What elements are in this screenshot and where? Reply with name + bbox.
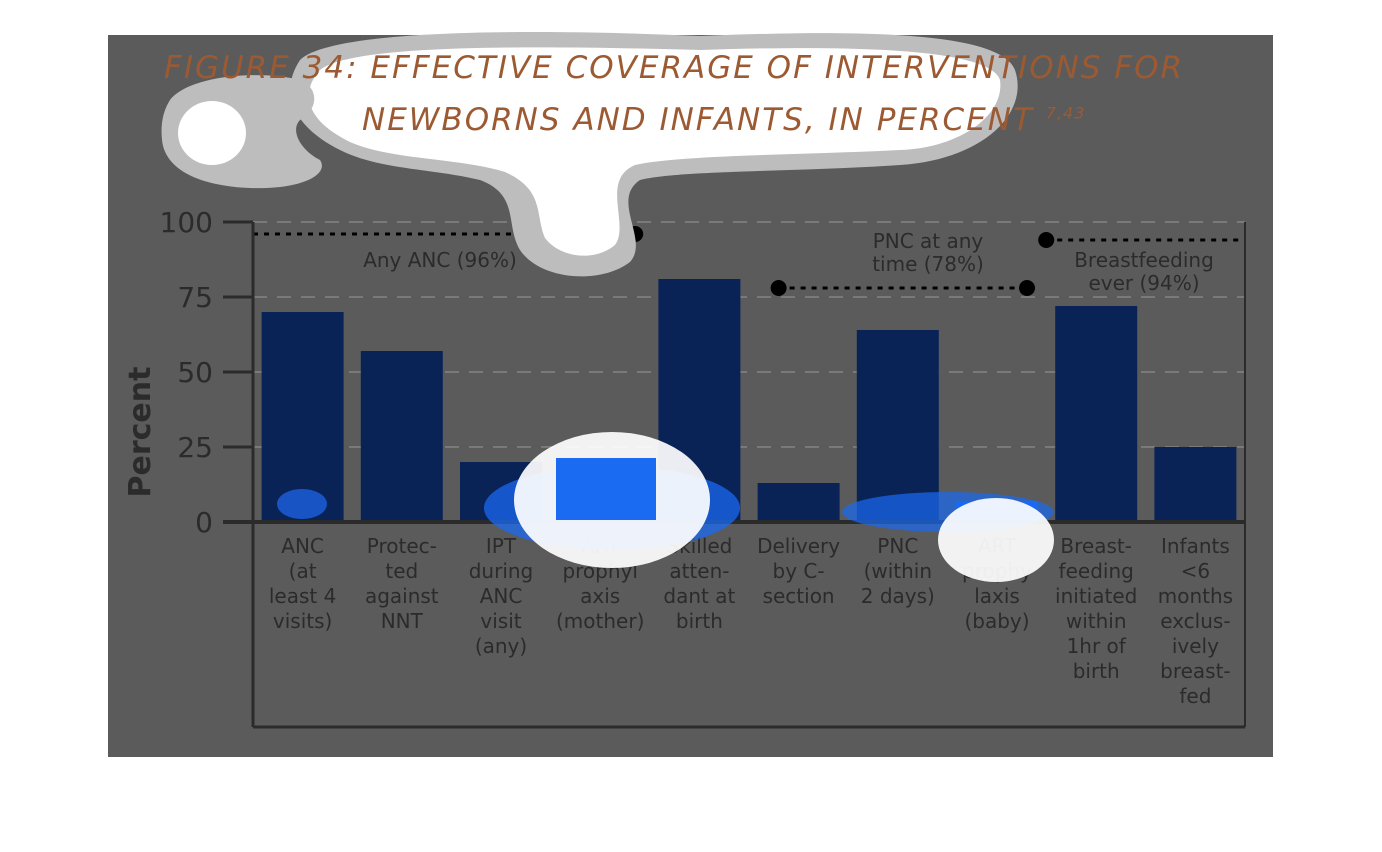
bars <box>261 279 1237 522</box>
white-blob-baby <box>938 498 1054 582</box>
x-tick-label: IPT <box>486 534 517 558</box>
y-axis-title: Percent <box>123 367 158 498</box>
left-cloud-white <box>178 101 246 165</box>
reference-label: time (78%) <box>872 252 984 276</box>
x-tick-label: (within <box>864 559 932 583</box>
reference-dot <box>1038 232 1055 248</box>
reference-label: ever (94%) <box>1088 271 1199 295</box>
bar <box>261 312 344 522</box>
chart-title-line-2: NEWBORNS AND INFANTS, IN PERCENT 7,43 <box>362 102 1085 138</box>
reference-label: PNC at any <box>873 229 984 253</box>
x-tick-label: ANC <box>480 584 523 608</box>
x-tick-label: Delivery <box>757 534 840 558</box>
title-text-1: FIGURE 34: EFFECTIVE COVERAGE OF INTERVE… <box>164 50 1185 86</box>
x-tick-label: 1hr of <box>1067 634 1127 658</box>
bar <box>1154 447 1237 522</box>
white-cloud-blob-inner <box>308 47 1001 256</box>
x-tick-label: months <box>1158 584 1233 608</box>
x-tick-label: feeding <box>1059 559 1134 583</box>
x-tick-label: least 4 <box>269 584 336 608</box>
x-tick-label: <6 <box>1181 559 1210 583</box>
x-tick-label: against <box>365 584 439 608</box>
x-tick-label: laxis <box>974 584 1020 608</box>
x-tick-label: birth <box>1073 659 1120 683</box>
x-tick-label: NNT <box>381 609 424 633</box>
y-tick-label: 100 <box>160 206 213 239</box>
bar <box>1055 306 1138 522</box>
x-tick-label: (baby) <box>964 609 1029 633</box>
x-tick-label: during <box>469 559 534 583</box>
axes: 0 25 50 75 100 Percent <box>123 206 1246 729</box>
overlay-blobs <box>161 31 1054 582</box>
bar <box>757 483 840 522</box>
x-tick-label: birth <box>676 609 723 633</box>
reference-dot <box>770 280 787 296</box>
x-tick-label: atten- <box>669 559 729 583</box>
reference-label: Breastfeeding <box>1074 248 1214 272</box>
x-tick-label: (mother) <box>556 609 644 633</box>
bar <box>360 351 443 522</box>
x-tick-label: breast- <box>1160 659 1231 683</box>
x-tick-label: within <box>1066 609 1127 633</box>
x-tick-label: ted <box>385 559 418 583</box>
y-tick-label: 75 <box>177 281 213 314</box>
x-tick-label: section <box>763 584 835 608</box>
x-tick-label: ively <box>1172 634 1219 658</box>
x-tick-label: (any) <box>475 634 527 658</box>
x-tick-label: visits) <box>273 609 332 633</box>
x-tick-label: 2 days) <box>861 584 935 608</box>
x-tick-label: initiated <box>1055 584 1137 608</box>
reference-dot <box>1019 280 1035 296</box>
highlight-patch-mother <box>556 458 656 520</box>
y-tick-label: 50 <box>177 356 213 389</box>
small-blue-blob <box>277 489 327 519</box>
x-tick-label: dant at <box>663 584 735 608</box>
title-superscript: 7,43 <box>1045 103 1086 123</box>
y-tick-label: 0 <box>195 506 213 539</box>
x-tick-label: Breast- <box>1060 534 1132 558</box>
x-tick-label: by C- <box>773 559 825 583</box>
reference-label: Any ANC (96%) <box>363 248 517 272</box>
x-tick-label: Infants <box>1161 534 1230 558</box>
x-tick-label: Protec- <box>367 534 437 558</box>
chart-title-line-1: FIGURE 34: EFFECTIVE COVERAGE OF INTERVE… <box>164 50 1184 86</box>
x-tick-label: exclus- <box>1160 609 1230 633</box>
bar <box>856 330 939 522</box>
y-tick-label: 25 <box>177 431 213 464</box>
title-text-2: NEWBORNS AND INFANTS, IN PERCENT <box>362 102 1034 138</box>
x-tick-label: PNC <box>877 534 918 558</box>
x-tick-label: ANC <box>281 534 324 558</box>
x-tick-label: fed <box>1179 684 1211 708</box>
x-tick-label: (at <box>289 559 317 583</box>
x-tick-label: axis <box>580 584 620 608</box>
x-tick-label: visit <box>480 609 521 633</box>
